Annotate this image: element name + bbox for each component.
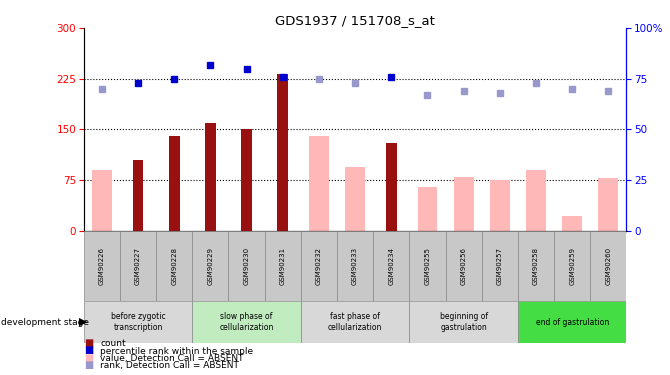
Bar xyxy=(84,301,192,343)
Title: GDS1937 / 151708_s_at: GDS1937 / 151708_s_at xyxy=(275,14,435,27)
Text: rank, Detection Call = ABSENT: rank, Detection Call = ABSENT xyxy=(100,361,239,370)
Bar xyxy=(309,136,329,231)
Bar xyxy=(92,170,112,231)
Bar xyxy=(590,231,626,301)
Bar xyxy=(120,231,156,301)
Text: percentile rank within the sample: percentile rank within the sample xyxy=(100,346,253,355)
Bar xyxy=(337,231,373,301)
Text: value, Detection Call = ABSENT: value, Detection Call = ABSENT xyxy=(100,354,243,363)
Text: GSM90258: GSM90258 xyxy=(533,247,539,285)
Text: GSM90229: GSM90229 xyxy=(208,247,213,285)
Bar xyxy=(490,180,510,231)
Bar xyxy=(265,231,301,301)
Text: GSM90233: GSM90233 xyxy=(352,247,358,285)
Bar xyxy=(301,301,409,343)
Text: GSM90232: GSM90232 xyxy=(316,247,322,285)
Bar xyxy=(301,231,337,301)
Text: slow phase of
cellularization: slow phase of cellularization xyxy=(219,312,274,332)
Bar xyxy=(84,231,120,301)
Bar xyxy=(228,231,265,301)
Text: GSM90234: GSM90234 xyxy=(389,247,394,285)
Text: GSM90228: GSM90228 xyxy=(172,247,177,285)
Bar xyxy=(454,177,474,231)
Text: ▶: ▶ xyxy=(79,317,88,327)
Text: GSM90227: GSM90227 xyxy=(135,247,141,285)
Text: GSM90257: GSM90257 xyxy=(497,247,502,285)
Bar xyxy=(598,178,618,231)
Bar xyxy=(482,231,518,301)
Bar xyxy=(409,231,446,301)
Bar xyxy=(409,301,518,343)
Bar xyxy=(205,123,216,231)
Bar xyxy=(526,170,546,231)
Text: GSM90226: GSM90226 xyxy=(99,247,105,285)
Text: ■: ■ xyxy=(84,360,93,370)
Text: GSM90259: GSM90259 xyxy=(570,247,575,285)
Text: GSM90260: GSM90260 xyxy=(606,247,611,285)
Bar xyxy=(192,231,228,301)
Bar xyxy=(518,231,554,301)
Text: GSM90231: GSM90231 xyxy=(280,247,285,285)
Text: end of gastrulation: end of gastrulation xyxy=(535,318,609,327)
Text: beginning of
gastrulation: beginning of gastrulation xyxy=(440,312,488,332)
Bar xyxy=(345,166,365,231)
Bar xyxy=(373,231,409,301)
Bar xyxy=(554,231,590,301)
Bar xyxy=(169,136,180,231)
Bar xyxy=(241,129,252,231)
Text: ■: ■ xyxy=(84,345,93,355)
Bar xyxy=(386,143,397,231)
Bar xyxy=(156,231,192,301)
Bar xyxy=(192,301,301,343)
Bar xyxy=(417,187,438,231)
Bar xyxy=(133,160,143,231)
Bar xyxy=(518,301,626,343)
Text: development stage: development stage xyxy=(1,318,88,327)
Text: fast phase of
cellularization: fast phase of cellularization xyxy=(328,312,383,332)
Text: before zygotic
transcription: before zygotic transcription xyxy=(111,312,165,332)
Text: GSM90255: GSM90255 xyxy=(425,247,430,285)
Bar xyxy=(562,216,582,231)
Bar xyxy=(277,74,288,231)
Text: GSM90256: GSM90256 xyxy=(461,247,466,285)
Bar xyxy=(446,231,482,301)
Text: ■: ■ xyxy=(84,353,93,363)
Text: GSM90230: GSM90230 xyxy=(244,247,249,285)
Text: ■: ■ xyxy=(84,338,93,348)
Text: count: count xyxy=(100,339,126,348)
